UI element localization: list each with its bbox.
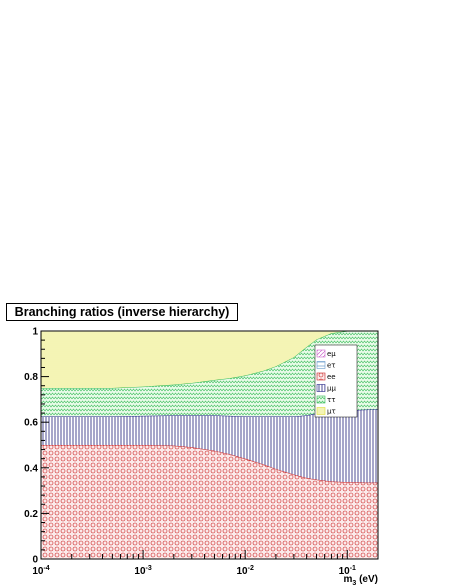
x-axis: 10-4 10-3 10-2 10-1 bbox=[32, 550, 379, 577]
legend-label-ee: ee bbox=[327, 373, 336, 381]
x-tick-label: 10-1 bbox=[339, 565, 356, 577]
legend-swatch-ee bbox=[316, 372, 326, 381]
x-tick-label: 10-4 bbox=[32, 565, 49, 577]
y-tick-label: 0 bbox=[32, 555, 38, 566]
legend-swatch-eτ bbox=[316, 361, 326, 369]
y-tick-label: 0.6 bbox=[24, 418, 38, 429]
area-ee bbox=[41, 445, 378, 559]
legend: eμ eτ ee μμ ττ μτ bbox=[314, 344, 358, 418]
area-ττ bbox=[41, 331, 378, 417]
y-tick-label: 0.8 bbox=[24, 372, 38, 383]
y-axis: 0 0.2 0.4 0.6 0.8 1 bbox=[24, 327, 49, 566]
legend-swatch-ττ bbox=[316, 395, 326, 404]
legend-label-μμ: μμ bbox=[327, 385, 336, 393]
y-tick-label: 0.4 bbox=[24, 463, 38, 474]
legend-label-ττ: ττ bbox=[327, 396, 335, 404]
x-tick-label: 10-3 bbox=[134, 565, 151, 577]
y-tick-label: 1 bbox=[32, 327, 38, 338]
legend-swatch-μτ bbox=[316, 407, 326, 415]
area-μτ bbox=[41, 331, 378, 388]
legend-label-eμ: eμ bbox=[327, 350, 336, 358]
plot-frame bbox=[40, 330, 379, 560]
y-tick-label: 0.2 bbox=[24, 509, 38, 520]
x-tick-label: 10-2 bbox=[236, 565, 253, 577]
x-axis-title: m3 (eV) bbox=[344, 574, 378, 587]
area-μμ bbox=[41, 409, 378, 483]
chart-title: Branching ratios (inverse hierarchy) bbox=[6, 303, 238, 321]
legend-swatch-μμ bbox=[316, 384, 326, 392]
legend-label-μτ: μτ bbox=[327, 408, 336, 416]
legend-label-eτ: eτ bbox=[327, 362, 336, 370]
legend-swatch-eμ bbox=[316, 349, 326, 358]
